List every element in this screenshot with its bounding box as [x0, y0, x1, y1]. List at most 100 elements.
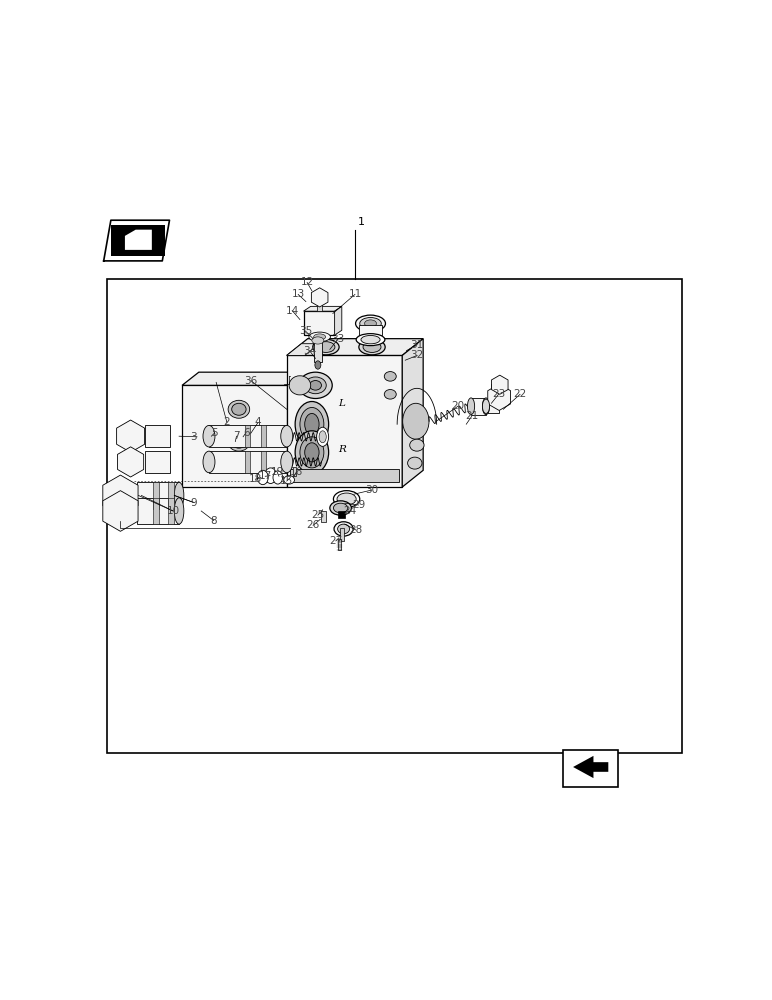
Bar — [303, 311, 334, 335]
Ellipse shape — [305, 413, 319, 435]
Text: 33: 33 — [332, 334, 345, 344]
Bar — [107, 279, 682, 753]
Ellipse shape — [334, 503, 347, 513]
Text: 19: 19 — [270, 467, 284, 477]
Ellipse shape — [295, 431, 329, 474]
Bar — [358, 325, 382, 335]
Ellipse shape — [337, 524, 350, 534]
Bar — [337, 511, 345, 518]
Ellipse shape — [361, 335, 380, 344]
Text: 4: 4 — [255, 417, 262, 427]
Polygon shape — [182, 385, 286, 487]
Ellipse shape — [317, 427, 329, 446]
Text: 26: 26 — [306, 520, 320, 530]
Ellipse shape — [403, 403, 429, 439]
Polygon shape — [573, 756, 608, 778]
Polygon shape — [145, 451, 170, 473]
Bar — [340, 528, 344, 541]
Ellipse shape — [330, 501, 351, 515]
Ellipse shape — [408, 457, 422, 469]
Ellipse shape — [299, 372, 332, 399]
Ellipse shape — [309, 332, 330, 342]
Polygon shape — [145, 425, 170, 447]
Bar — [564, 750, 618, 787]
Text: 1: 1 — [358, 217, 365, 227]
Polygon shape — [492, 375, 508, 394]
Ellipse shape — [334, 491, 360, 507]
Polygon shape — [311, 288, 328, 307]
Bar — [168, 482, 174, 509]
Bar — [245, 425, 250, 447]
Ellipse shape — [313, 339, 339, 355]
Bar — [491, 384, 499, 396]
Ellipse shape — [384, 372, 396, 381]
Polygon shape — [103, 491, 138, 531]
Ellipse shape — [410, 439, 424, 451]
Ellipse shape — [337, 493, 356, 505]
Text: 15: 15 — [280, 476, 293, 486]
Bar — [338, 539, 341, 550]
Ellipse shape — [281, 451, 293, 473]
Text: 34: 34 — [303, 346, 316, 356]
Ellipse shape — [174, 482, 184, 509]
Text: 18: 18 — [249, 474, 262, 484]
Text: 5: 5 — [211, 428, 218, 438]
Text: 7: 7 — [233, 431, 240, 441]
Text: 32: 32 — [411, 350, 424, 360]
Polygon shape — [303, 306, 342, 311]
Ellipse shape — [310, 381, 321, 390]
Ellipse shape — [300, 407, 324, 441]
Text: 20: 20 — [452, 401, 465, 411]
Polygon shape — [402, 339, 423, 487]
Polygon shape — [137, 498, 179, 524]
Ellipse shape — [364, 320, 377, 327]
Text: 30: 30 — [365, 485, 378, 495]
Bar — [317, 298, 322, 311]
Text: 36: 36 — [244, 376, 258, 386]
Text: L: L — [338, 399, 345, 408]
Ellipse shape — [265, 468, 276, 483]
Polygon shape — [125, 230, 152, 250]
Bar — [168, 498, 174, 524]
Ellipse shape — [313, 334, 326, 340]
Polygon shape — [182, 372, 303, 385]
Polygon shape — [103, 475, 138, 516]
Polygon shape — [117, 447, 144, 477]
Ellipse shape — [482, 398, 489, 415]
Ellipse shape — [273, 471, 283, 484]
Ellipse shape — [174, 498, 184, 524]
Text: 23: 23 — [492, 389, 505, 399]
Ellipse shape — [468, 398, 475, 415]
Ellipse shape — [334, 522, 353, 536]
Bar — [261, 451, 266, 473]
Ellipse shape — [317, 342, 335, 352]
Bar — [293, 467, 296, 476]
Text: 24: 24 — [344, 506, 357, 516]
Ellipse shape — [203, 451, 215, 473]
Text: 17: 17 — [259, 471, 272, 481]
Polygon shape — [286, 344, 320, 355]
Text: 28: 28 — [350, 525, 363, 535]
Polygon shape — [117, 420, 144, 452]
Ellipse shape — [257, 470, 268, 485]
Ellipse shape — [300, 437, 324, 468]
Polygon shape — [209, 425, 286, 447]
Ellipse shape — [360, 317, 381, 329]
Polygon shape — [286, 339, 423, 355]
Text: 14: 14 — [286, 306, 299, 316]
Ellipse shape — [229, 433, 249, 451]
Polygon shape — [488, 384, 510, 410]
Text: 9: 9 — [191, 498, 198, 508]
Bar — [154, 498, 159, 524]
Text: 22: 22 — [513, 389, 527, 399]
Bar — [154, 482, 159, 509]
Bar — [313, 341, 322, 362]
Ellipse shape — [203, 425, 215, 447]
Text: 29: 29 — [352, 500, 365, 510]
Ellipse shape — [295, 401, 329, 447]
Ellipse shape — [384, 390, 396, 399]
Ellipse shape — [305, 377, 327, 394]
Ellipse shape — [315, 361, 321, 369]
Text: 11: 11 — [348, 289, 361, 299]
Text: 31: 31 — [411, 340, 424, 350]
